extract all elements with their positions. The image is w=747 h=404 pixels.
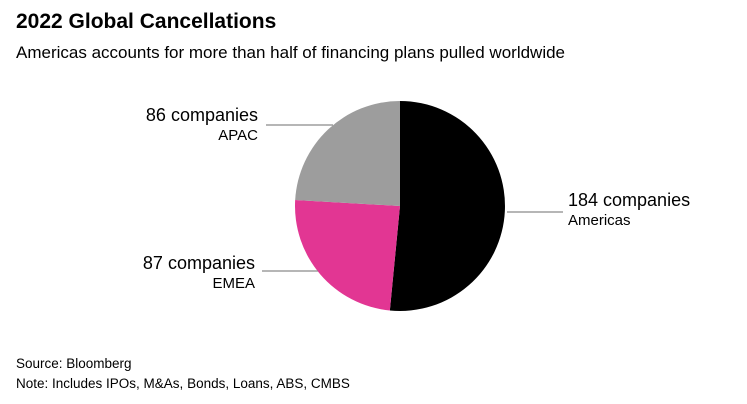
callout-emea: 87 companies EMEA xyxy=(143,252,255,293)
emea-category-label: EMEA xyxy=(212,274,255,292)
pie-slice-apac xyxy=(295,101,400,206)
source-text: Source: Bloomberg xyxy=(16,355,132,371)
chart-header: 2022 Global Cancellations Americas accou… xyxy=(16,10,737,63)
chart-footer: Source: Bloomberg Note: Includes IPOs, M… xyxy=(16,354,350,395)
pie-chart xyxy=(294,101,505,311)
callout-americas: 184 companies Americas xyxy=(568,189,690,230)
page-subtitle: Americas accounts for more than half of … xyxy=(16,43,566,62)
callout-apac: 86 companies APAC xyxy=(146,104,258,145)
pie-slice-emea xyxy=(294,200,400,311)
apac-value-label: 86 companies xyxy=(145,105,258,125)
emea-value-label: 87 companies xyxy=(142,253,255,273)
apac-category-label: APAC xyxy=(218,126,258,144)
note-text: Note: Includes IPOs, M&As, Bonds, Loans,… xyxy=(16,375,350,391)
page-title: 2022 Global Cancellations xyxy=(16,10,277,33)
americas-value-label: 184 companies xyxy=(568,190,691,210)
pie-slice-americas xyxy=(389,101,505,311)
americas-category-label: Americas xyxy=(568,211,631,229)
